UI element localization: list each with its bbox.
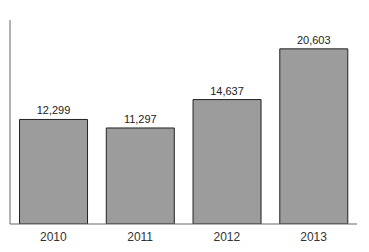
svg-text:2011: 2011 (127, 230, 153, 244)
svg-text:11,297: 11,297 (124, 113, 157, 125)
svg-text:2010: 2010 (40, 230, 67, 244)
svg-text:20,603: 20,603 (297, 34, 331, 46)
svg-text:12,299: 12,299 (37, 104, 71, 116)
svg-text:2012: 2012 (214, 230, 241, 244)
svg-text:2013: 2013 (300, 230, 327, 244)
svg-text:14,637: 14,637 (210, 85, 244, 97)
